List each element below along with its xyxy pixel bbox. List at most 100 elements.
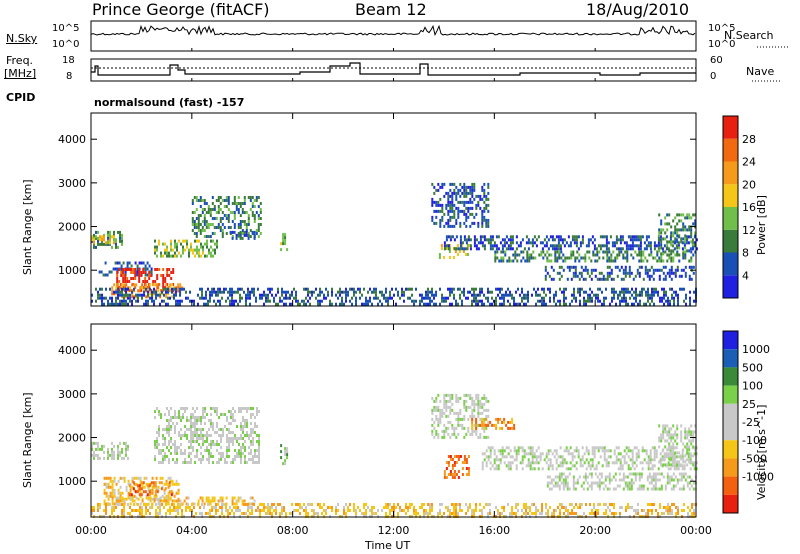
velocity-cell	[449, 399, 452, 403]
power-ytick-label: 2000	[58, 221, 86, 234]
velocity-cell	[214, 410, 216, 413]
velocity-cell	[473, 429, 476, 433]
power-cell	[121, 293, 123, 297]
power-cell	[539, 299, 541, 303]
velocity-cell	[561, 461, 564, 465]
power-cell	[465, 191, 468, 195]
velocity-cell	[671, 503, 673, 506]
power-cell	[95, 287, 97, 291]
power-cell	[682, 252, 685, 256]
velocity-cell	[139, 476, 142, 480]
velocity-cell	[139, 512, 141, 515]
power-cell	[212, 254, 214, 258]
power-cell	[601, 290, 603, 294]
velocity-cell	[175, 506, 177, 509]
power-cell	[125, 283, 128, 287]
power-cell	[215, 290, 217, 294]
velocity-cell	[589, 503, 591, 506]
velocity-cell	[607, 449, 610, 453]
power-cell	[601, 235, 604, 239]
velocity-cell	[559, 446, 562, 450]
power-cell	[221, 223, 224, 226]
power-cell	[514, 253, 517, 257]
velocity-cell	[190, 458, 192, 461]
velocity-cell	[117, 444, 119, 448]
velocity-cell	[121, 509, 123, 512]
velocity-cell	[403, 509, 405, 512]
velocity-cell	[168, 413, 170, 416]
power-cell	[531, 238, 534, 242]
power-cell	[125, 293, 127, 297]
power-cell	[210, 245, 212, 249]
velocity-cell	[683, 467, 686, 471]
power-cell	[688, 277, 691, 281]
velocity-cell	[439, 417, 442, 421]
velocity-cell	[121, 447, 123, 451]
power-cell	[119, 293, 121, 297]
velocity-cell	[529, 452, 532, 456]
velocity-cell	[250, 452, 252, 455]
velocity-cell	[631, 449, 634, 453]
power-cell	[203, 229, 206, 232]
velocity-cell	[161, 494, 164, 498]
power-cell	[606, 253, 609, 257]
velocity-cell	[507, 464, 510, 468]
velocity-cell	[584, 478, 587, 482]
velocity-cell	[565, 509, 567, 512]
power-cell	[214, 248, 216, 252]
power-cell	[534, 256, 537, 260]
velocity-cell	[473, 509, 475, 512]
power-cell	[267, 299, 269, 303]
power-cell	[142, 271, 145, 274]
power-cell	[502, 256, 505, 260]
velocity-cell	[497, 467, 500, 471]
power-cell	[247, 293, 249, 297]
velocity-cell	[457, 470, 460, 473]
velocity-cell	[175, 482, 178, 486]
velocity-cell	[99, 447, 101, 451]
power-cell	[452, 256, 455, 259]
velocity-cell	[228, 422, 230, 425]
velocity-cell	[649, 467, 652, 471]
power-cell	[168, 254, 170, 258]
velocity-cell	[563, 506, 565, 509]
power-cell	[323, 293, 325, 297]
velocity-cell	[168, 481, 171, 485]
velocity-cell	[565, 446, 568, 450]
velocity-cell	[313, 512, 315, 515]
velocity-cell	[543, 458, 546, 462]
power-cell	[587, 244, 590, 248]
power-cell	[122, 261, 125, 265]
velocity-cell	[240, 449, 242, 452]
power-cell	[674, 268, 677, 272]
power-cell	[365, 299, 367, 303]
velocity-cell	[156, 431, 158, 434]
power-cell	[688, 225, 691, 229]
power-cell	[453, 247, 456, 251]
velocity-cell	[614, 472, 617, 476]
velocity-cell	[585, 467, 588, 471]
velocity-cell	[463, 405, 466, 409]
power-cell	[509, 247, 512, 251]
velocity-cell	[509, 449, 512, 453]
power-cell	[111, 235, 113, 239]
power-cell	[457, 215, 460, 219]
power-cell	[469, 247, 472, 251]
velocity-cell	[673, 461, 676, 465]
power-cell	[451, 200, 454, 204]
power-cell	[559, 247, 562, 251]
power-cell	[317, 299, 319, 303]
power-cell	[684, 250, 687, 254]
power-cell	[668, 268, 671, 272]
power-cell	[585, 302, 587, 306]
velocity-cell	[109, 485, 112, 489]
velocity-cell	[197, 503, 199, 506]
power-cell	[599, 247, 602, 251]
power-cell	[645, 235, 648, 239]
power-cell	[267, 287, 269, 291]
velocity-cell	[208, 455, 210, 458]
velocity-cell	[206, 431, 208, 434]
power-cell	[375, 293, 377, 297]
velocity-cell	[107, 476, 110, 480]
velocity-cell	[547, 467, 550, 471]
